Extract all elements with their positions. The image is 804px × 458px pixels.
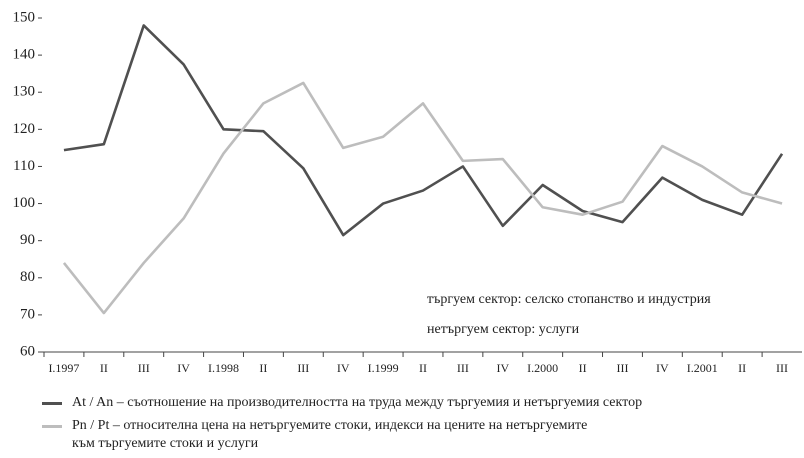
y-tick-label: 120 <box>13 121 36 137</box>
legend-item: At / An – съотношение на производителнос… <box>40 394 800 412</box>
legend-swatch <box>42 402 62 405</box>
y-tick-label: 110 <box>13 158 35 174</box>
x-tick-label: IV <box>656 361 669 375</box>
x-tick-label: III <box>138 361 150 375</box>
x-tick-label: I.2000 <box>527 361 558 375</box>
series-line <box>62 81 783 315</box>
x-tick-label: III <box>297 361 309 375</box>
legend-label: At / An – съотношение на производителнос… <box>72 395 643 410</box>
x-tick-label: III <box>616 361 628 375</box>
x-tick-label: IV <box>337 361 350 375</box>
x-tick-label: I.1997 <box>48 361 79 375</box>
x-tick-label: III <box>457 361 469 375</box>
x-tick-label: IV <box>177 361 190 375</box>
x-tick-label: I.1998 <box>208 361 239 375</box>
x-tick-label: IV <box>496 361 509 375</box>
legend-swatch <box>42 425 62 428</box>
x-tick-label: II <box>738 361 746 375</box>
series-line <box>63 24 784 237</box>
y-tick-label: 100 <box>13 195 36 211</box>
x-tick-label: II <box>259 361 267 375</box>
x-tick-label: II <box>579 361 587 375</box>
y-tick-label: 150 <box>13 9 36 25</box>
x-tick-label: I.1999 <box>368 361 399 375</box>
annotation: нетъргуем сектор: услуги <box>427 322 580 337</box>
legend-label: Pn / Pt – относителна цена на нетъргуеми… <box>72 418 588 451</box>
y-tick-label: 70 <box>20 306 35 322</box>
y-tick-label: 80 <box>20 269 35 285</box>
y-tick-label: 140 <box>13 47 36 63</box>
y-tick-label: 60 <box>20 343 35 359</box>
y-tick-label: 90 <box>20 232 35 248</box>
legend: At / An – съотношение на производителнос… <box>40 394 800 458</box>
x-tick-label: II <box>100 361 108 375</box>
x-tick-label: I.2001 <box>687 361 718 375</box>
y-tick-label: 130 <box>13 84 36 100</box>
x-tick-label: III <box>776 361 788 375</box>
legend-item: Pn / Pt – относителна цена на нетъргуеми… <box>40 417 800 453</box>
annotation: търгуем сектор: селско стопанство и инду… <box>427 292 711 307</box>
x-tick-label: II <box>419 361 427 375</box>
